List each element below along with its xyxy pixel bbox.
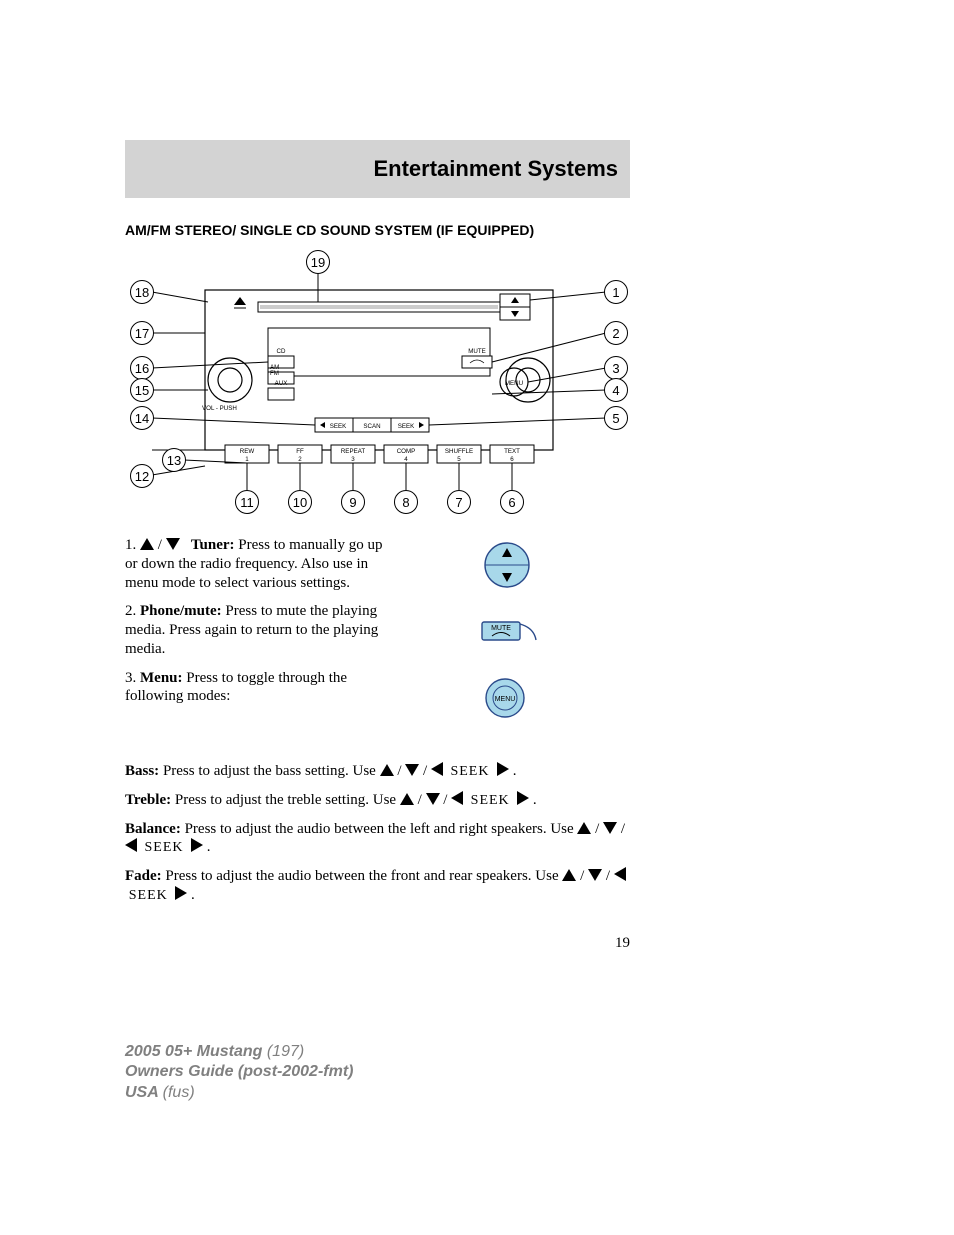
triangle-left-icon [451,791,463,805]
triangle-left-icon [125,838,137,852]
label-menu: MENU [505,380,523,387]
triangle-left-icon [431,762,443,776]
triangle-down-icon [426,793,440,805]
callout-3: 3 [604,356,628,380]
page: Entertainment Systems AM/FM STEREO/ SING… [0,0,954,1235]
triangle-down-icon [166,538,180,550]
body-text: 1. / Tuner: Press to manually go up or d… [125,536,630,915]
header-band: Entertainment Systems [125,140,630,198]
svg-text:FM: FM [270,370,279,377]
triangle-up-icon [140,538,154,550]
item-3: 3. Menu: Press to toggle through the fol… [125,669,385,707]
triangle-right-icon [175,886,187,900]
callout-13: 13 [162,448,186,472]
triangle-up-icon [562,869,576,881]
radio-diagram: CD AM FM AUX MUTE MENU VOL - PUSH SEEK S… [130,250,628,515]
callout-16: 16 [130,356,154,380]
label-cd: CD [277,348,286,355]
triangle-up-icon [577,822,591,834]
svg-text:REW: REW [240,448,255,455]
triangle-down-icon [588,869,602,881]
triangle-right-icon [517,791,529,805]
callout-1: 1 [604,280,628,304]
callout-11: 11 [235,490,259,514]
svg-text:1: 1 [245,456,249,463]
callout-8: 8 [394,490,418,514]
svg-text:SHUFFLE: SHUFFLE [445,448,473,455]
triangle-down-icon [603,822,617,834]
svg-text:REPEAT: REPEAT [341,448,366,455]
header-title: Entertainment Systems [373,156,618,182]
fade-line: Fade: Press to adjust the audio between … [125,867,630,905]
treble-line: Treble: Press to adjust the treble setti… [125,791,630,810]
callout-12: 12 [130,464,154,488]
callout-9: 9 [341,490,365,514]
label-seek-l: SEEK [330,423,347,430]
callout-19: 19 [306,250,330,274]
svg-text:2: 2 [298,456,302,463]
page-number: 19 [125,935,630,952]
callout-18: 18 [130,280,154,304]
triangle-right-icon [497,762,509,776]
item-2: 2. Phone/mute: Press to mute the playing… [125,602,385,658]
triangle-left-icon [614,867,626,881]
triangle-right-icon [191,838,203,852]
callout-14: 14 [130,406,154,430]
callout-2: 2 [604,321,628,345]
svg-text:COMP: COMP [397,448,416,455]
callout-4: 4 [604,378,628,402]
item-1: 1. / Tuner: Press to manually go up or d… [125,536,385,592]
svg-text:FF: FF [296,448,304,455]
radio-svg: CD AM FM AUX MUTE MENU VOL - PUSH SEEK S… [130,250,628,515]
callout-17: 17 [130,321,154,345]
bass-line: Bass: Press to adjust the bass setting. … [125,762,630,781]
label-vol-push: VOL - PUSH [202,405,237,412]
svg-text:3: 3 [351,456,355,463]
callout-15: 15 [130,378,154,402]
svg-text:4: 4 [404,456,408,463]
svg-text:6: 6 [510,456,514,463]
section-title: AM/FM STEREO/ SINGLE CD SOUND SYSTEM (IF… [125,222,534,238]
callout-10: 10 [288,490,312,514]
callout-5: 5 [604,406,628,430]
triangle-down-icon [405,764,419,776]
triangle-up-icon [400,793,414,805]
callout-7: 7 [447,490,471,514]
svg-text:5: 5 [457,456,461,463]
svg-text:TEXT: TEXT [504,448,520,455]
balance-line: Balance: Press to adjust the audio betwe… [125,820,630,858]
label-mute: MUTE [468,348,486,355]
footer: 2005 05+ Mustang (197) Owners Guide (pos… [125,1042,353,1103]
triangle-up-icon [380,764,394,776]
callout-6: 6 [500,490,524,514]
label-aux: AUX [275,380,288,387]
label-scan: SCAN [363,423,380,430]
label-seek-r: SEEK [398,423,415,430]
